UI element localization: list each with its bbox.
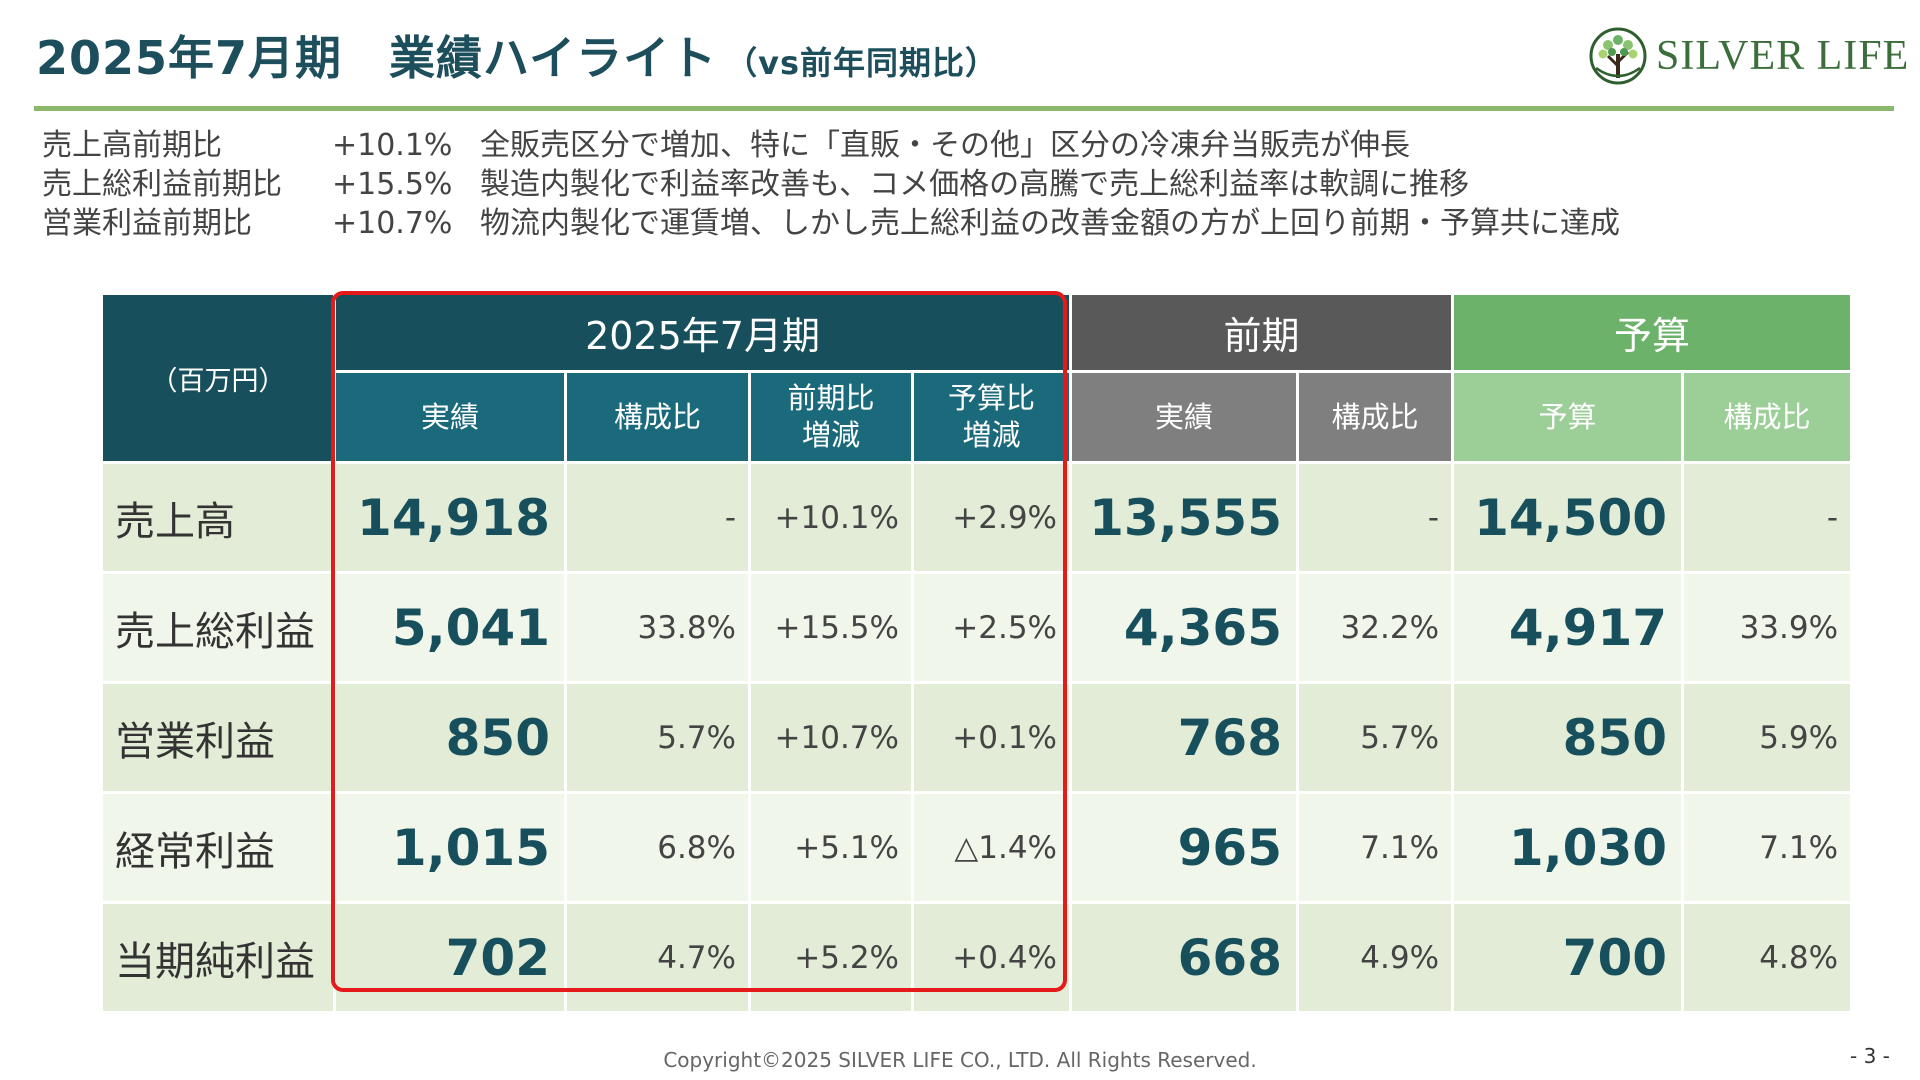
budget-value: 4,917: [1451, 571, 1685, 684]
vs-budget-value: +0.1%: [910, 681, 1073, 794]
summary-value: +10.7%: [332, 206, 453, 241]
budget-ratio-value: -: [1681, 461, 1854, 574]
logo-text: SILVER LIFE: [1656, 33, 1910, 79]
col-yoy-line2: 増減: [801, 418, 860, 452]
vs-budget-value: +0.4%: [910, 901, 1073, 1014]
financial-highlights-table: （百万円） 2025年7月期 前期 予算 実績 構成比 前期比 増減 予算比 増減 …: [100, 292, 1854, 1014]
page-number: - 3 -: [1850, 1044, 1890, 1068]
col-vs-budget-line2: 増減: [962, 418, 1021, 452]
ratio-value: 33.8%: [564, 571, 751, 684]
summary-label: 売上高前期比: [42, 128, 222, 163]
col-budget: 予算: [1451, 370, 1685, 464]
summary-row: 売上総利益前期比 +15.5% 製造内製化で利益率改善も、コメ価格の高騰で売上総…: [42, 165, 1620, 204]
col-ratio: 構成比: [564, 370, 751, 464]
summary-value: +15.5%: [332, 167, 453, 202]
actual-value: 5,041: [333, 571, 567, 684]
budget-header: 予算: [1451, 292, 1854, 373]
budget-value: 14,500: [1451, 461, 1685, 574]
vs-budget-value: +2.9%: [910, 461, 1073, 574]
prev-ratio-value: 4.9%: [1296, 901, 1455, 1014]
actual-value: 850: [333, 681, 567, 794]
vs-budget-value: +2.5%: [910, 571, 1073, 684]
col-yoy-line1: 前期比: [787, 381, 875, 415]
yoy-value: +15.5%: [748, 571, 914, 684]
yoy-value: +10.7%: [748, 681, 914, 794]
ratio-value: 6.8%: [564, 791, 751, 904]
yoy-value: +10.1%: [748, 461, 914, 574]
table-row: 経常利益 1,015 6.8% +5.1% △1.4% 965 7.1% 1,0…: [100, 791, 1854, 904]
current-period-header: 2025年7月期: [332, 292, 1073, 373]
prev-ratio-value: 32.2%: [1296, 571, 1455, 684]
prev-ratio-value: 5.7%: [1296, 681, 1455, 794]
summary-label: 売上総利益前期比: [42, 167, 282, 202]
budget-ratio-value: 5.9%: [1681, 681, 1854, 794]
budget-ratio-value: 7.1%: [1681, 791, 1854, 904]
budget-ratio-value: 33.9%: [1681, 571, 1854, 684]
row-label: 営業利益: [100, 681, 336, 794]
prev-ratio-value: 7.1%: [1296, 791, 1455, 904]
table-row: 営業利益 850 5.7% +10.7% +0.1% 768 5.7% 850 …: [100, 681, 1854, 794]
unit-header: （百万円）: [100, 292, 336, 464]
row-label: 経常利益: [100, 791, 336, 904]
budget-value: 1,030: [1451, 791, 1685, 904]
previous-period-header: 前期: [1069, 292, 1455, 373]
prev-value: 768: [1069, 681, 1300, 794]
page-title-main: 2025年7月期 業績ハイライト: [36, 31, 718, 85]
col-yoy: 前期比 増減: [748, 370, 914, 464]
prev-value: 13,555: [1069, 461, 1300, 574]
table-row: 当期純利益 702 4.7% +5.2% +0.4% 668 4.9% 700 …: [100, 901, 1854, 1014]
prev-value: 965: [1069, 791, 1300, 904]
company-logo: SILVER LIFE: [1588, 24, 1909, 88]
row-label: 売上総利益: [100, 571, 336, 684]
budget-value: 700: [1451, 901, 1685, 1014]
summary-row: 売上高前期比 +10.1% 全販売区分で増加、特に「直販・その他」区分の冷凍弁当…: [42, 126, 1620, 165]
tree-logo-icon: [1589, 27, 1647, 85]
col-actual: 実績: [333, 370, 567, 464]
col-vs-budget-line1: 予算比: [948, 381, 1036, 415]
prev-value: 4,365: [1069, 571, 1300, 684]
summary-row: 営業利益前期比 +10.7% 物流内製化で運賃増、しかし売上総利益の改善金額の方…: [42, 204, 1620, 243]
yoy-value: +5.2%: [748, 901, 914, 1014]
col-prev-actual: 実績: [1069, 370, 1300, 464]
ratio-value: 5.7%: [564, 681, 751, 794]
yoy-value: +5.1%: [748, 791, 914, 904]
budget-ratio-value: 4.8%: [1681, 901, 1854, 1014]
prev-value: 668: [1069, 901, 1300, 1014]
prev-ratio-value: -: [1296, 461, 1455, 574]
budget-value: 850: [1451, 681, 1685, 794]
table-row: 売上総利益 5,041 33.8% +15.5% +2.5% 4,365 32.…: [100, 571, 1854, 684]
actual-value: 14,918: [333, 461, 567, 574]
summary-text: 製造内製化で利益率改善も、コメ価格の高騰で売上総利益率は軟調に推移: [480, 167, 1470, 202]
actual-value: 1,015: [333, 791, 567, 904]
copyright-footer: Copyright©2025 SILVER LIFE CO., LTD. All…: [663, 1048, 1257, 1072]
ratio-value: 4.7%: [564, 901, 751, 1014]
col-vs-budget: 予算比 増減: [910, 370, 1073, 464]
col-prev-ratio: 構成比: [1296, 370, 1455, 464]
summary-value: +10.1%: [332, 128, 453, 163]
row-label: 当期純利益: [100, 901, 336, 1014]
summary-text: 全販売区分で増加、特に「直販・その他」区分の冷凍弁当販売が伸長: [480, 128, 1410, 163]
summary-text: 物流内製化で運賃増、しかし売上総利益の改善金額の方が上回り前期・予算共に達成: [480, 206, 1620, 241]
table-row: 売上高 14,918 - +10.1% +2.9% 13,555 - 14,50…: [100, 461, 1854, 574]
page-title-sub: （vs前年同期比）: [725, 44, 999, 82]
summary-label: 営業利益前期比: [42, 206, 252, 241]
summary-block: 売上高前期比 +10.1% 全販売区分で増加、特に「直販・その他」区分の冷凍弁当…: [42, 126, 1620, 243]
ratio-value: -: [564, 461, 751, 574]
actual-value: 702: [333, 901, 567, 1014]
vs-budget-value: △1.4%: [910, 791, 1073, 904]
title-divider: [34, 106, 1894, 111]
col-budget-ratio: 構成比: [1681, 370, 1854, 464]
row-label: 売上高: [100, 461, 336, 574]
page-title: 2025年7月期 業績ハイライト （vs前年同期比）: [36, 22, 998, 88]
